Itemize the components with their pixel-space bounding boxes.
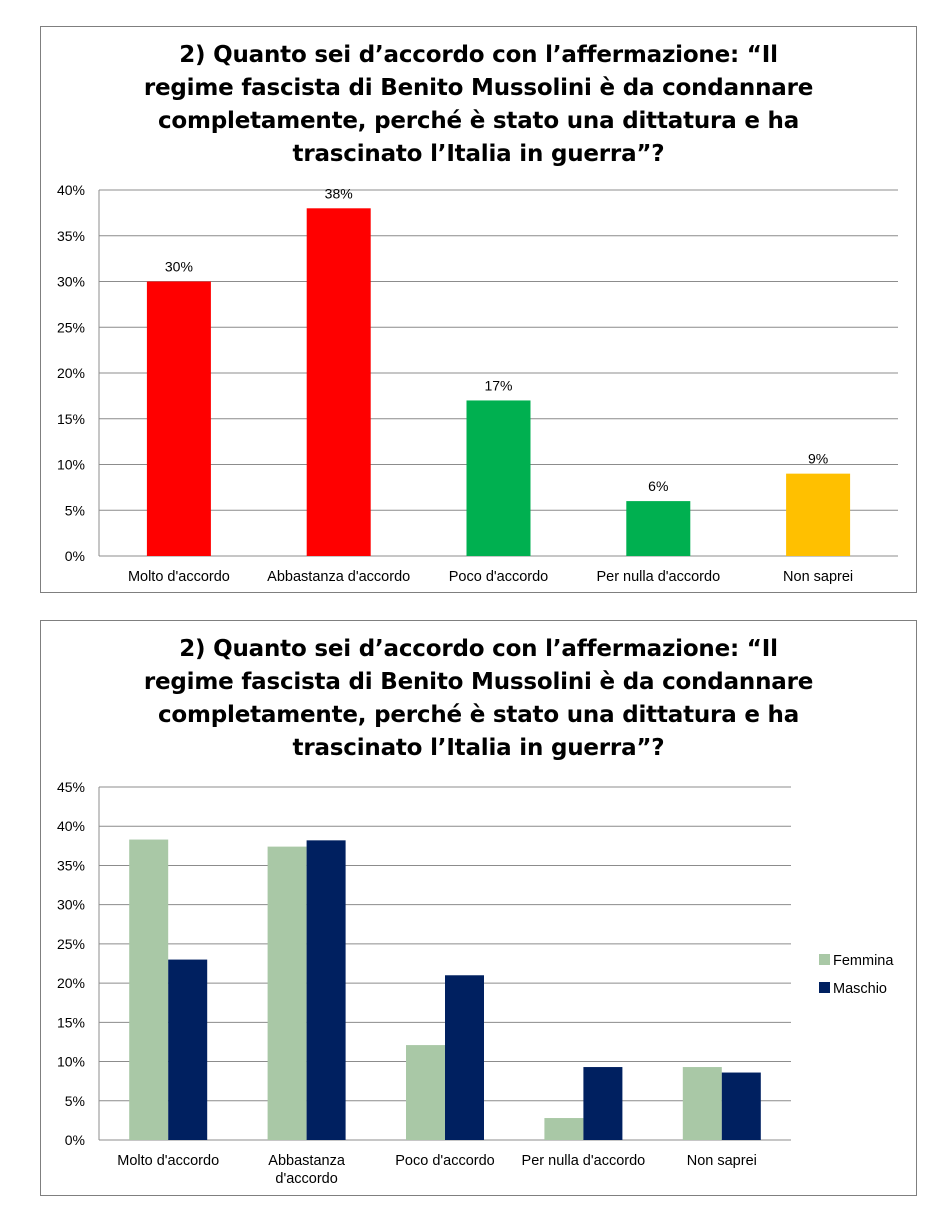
chart-2-y-tick-label: 0% [65, 1132, 85, 1148]
chart-2-y-tick-label: 30% [57, 897, 85, 913]
chart-1-title-line: trascinato l’Italia in guerra”? [292, 141, 665, 167]
chart-2-y-tick-label: 5% [65, 1093, 85, 1109]
chart-1-data-label: 6% [648, 478, 668, 494]
chart-1-bar [626, 501, 691, 556]
chart-1-x-tick-label: Molto d'accordo [128, 569, 230, 585]
chart-1-title-line: 2) Quanto sei d’accordo con l’affermazio… [179, 42, 778, 68]
chart-2-x-tick-label: d'accordo [275, 1171, 337, 1187]
chart-2-bar [306, 840, 346, 1140]
chart-1-panel: 2) Quanto sei d’accordo con l’affermazio… [40, 26, 917, 593]
chart-2-plot: 0% 5% 10% 15% 20% 25% 30% 35% 40% 45% Molto d'acco… [57, 779, 894, 1187]
chart-2-bar [168, 959, 208, 1140]
chart-2-bar [129, 839, 169, 1140]
chart-2-bar [406, 1045, 445, 1140]
chart-2-y-tick-label: 15% [57, 1014, 85, 1030]
chart-1-y-tick-label: 35% [57, 228, 85, 244]
chart-1-y-tick-label: 5% [65, 502, 85, 518]
chart-2-bar [544, 1118, 584, 1140]
chart-1-x-tick-label: Abbastanza d'accordo [267, 569, 410, 585]
chart-2-y-tick-label: 20% [57, 975, 85, 991]
chart-2-legend-label: Femmina [833, 953, 894, 969]
chart-1-x-tick-label: Poco d'accordo [449, 569, 549, 585]
chart-1-y-tick-label: 15% [57, 411, 85, 427]
chart-1-bar [786, 473, 851, 556]
chart-2-title-line: regime fascista di Benito Mussolini è da… [143, 669, 814, 695]
chart-2-title-line: 2) Quanto sei d’accordo con l’affermazio… [179, 636, 778, 662]
chart-2-x-tick-label: Per nulla d'accordo [522, 1153, 646, 1169]
chart-1-y-tick-label: 0% [65, 548, 85, 564]
chart-1-title-line: regime fascista di Benito Mussolini è da… [143, 75, 814, 101]
chart-1-bar [306, 208, 371, 557]
chart-2-x-tick-label: Molto d'accordo [117, 1153, 219, 1169]
chart-2-legend-swatch [819, 982, 830, 993]
chart-2-y-tick-label: 45% [57, 779, 85, 795]
chart-2-y-tick-label: 25% [57, 936, 85, 952]
chart-1-y-tick-label: 25% [57, 319, 85, 335]
chart-2-y-tick-label: 10% [57, 1054, 85, 1070]
chart-1-data-label: 30% [165, 259, 193, 275]
chart-2-legend-label: Maschio [833, 981, 887, 997]
chart-2-x-tick-label: Poco d'accordo [395, 1153, 495, 1169]
chart-2-title-line: completamente, perché è stato una dittat… [157, 702, 800, 728]
chart-1-y-tick-label: 10% [57, 457, 85, 473]
chart-2-y-tick-label: 40% [57, 818, 85, 834]
chart-2-bar [267, 846, 307, 1140]
chart-2-legend-swatch [819, 954, 830, 965]
chart-1-x-tick-label: Per nulla d'accordo [596, 569, 720, 585]
chart-1-title: 2) Quanto sei d’accordo con l’affermazio… [41, 39, 916, 171]
chart-2-bar [721, 1072, 761, 1140]
chart-1-y-tick-label: 30% [57, 274, 85, 290]
chart-1-title-line: completamente, perché è stato una dittat… [157, 108, 800, 134]
chart-1-y-tick-label: 40% [57, 182, 85, 198]
chart-1-data-label: 17% [484, 377, 512, 393]
chart-1-x-tick-label: Non saprei [783, 569, 853, 585]
chart-2-title: 2) Quanto sei d’accordo con l’affermazio… [41, 633, 916, 765]
chart-1-data-label: 38% [325, 185, 353, 201]
chart-2-bar [682, 1067, 722, 1140]
chart-2-bar [445, 975, 484, 1140]
chart-1-data-label: 9% [808, 451, 828, 467]
chart-2-x-tick-label: Non saprei [687, 1153, 757, 1169]
chart-2-y-tick-label: 35% [57, 857, 85, 873]
chart-2-bar [583, 1067, 623, 1140]
chart-1-y-tick-label: 20% [57, 365, 85, 381]
chart-2-title-line: trascinato l’Italia in guerra”? [292, 735, 665, 761]
chart-1-bar [466, 400, 531, 556]
chart-2-x-tick-label: Abbastanza [268, 1153, 346, 1169]
chart-1-bar [146, 281, 211, 556]
chart-1-plot: 0% 5% 10% 15% 20% 25% 30% 35% 40% 30% Molto d'acco… [57, 182, 898, 585]
chart-2-panel: 2) Quanto sei d’accordo con l’affermazio… [40, 620, 917, 1196]
